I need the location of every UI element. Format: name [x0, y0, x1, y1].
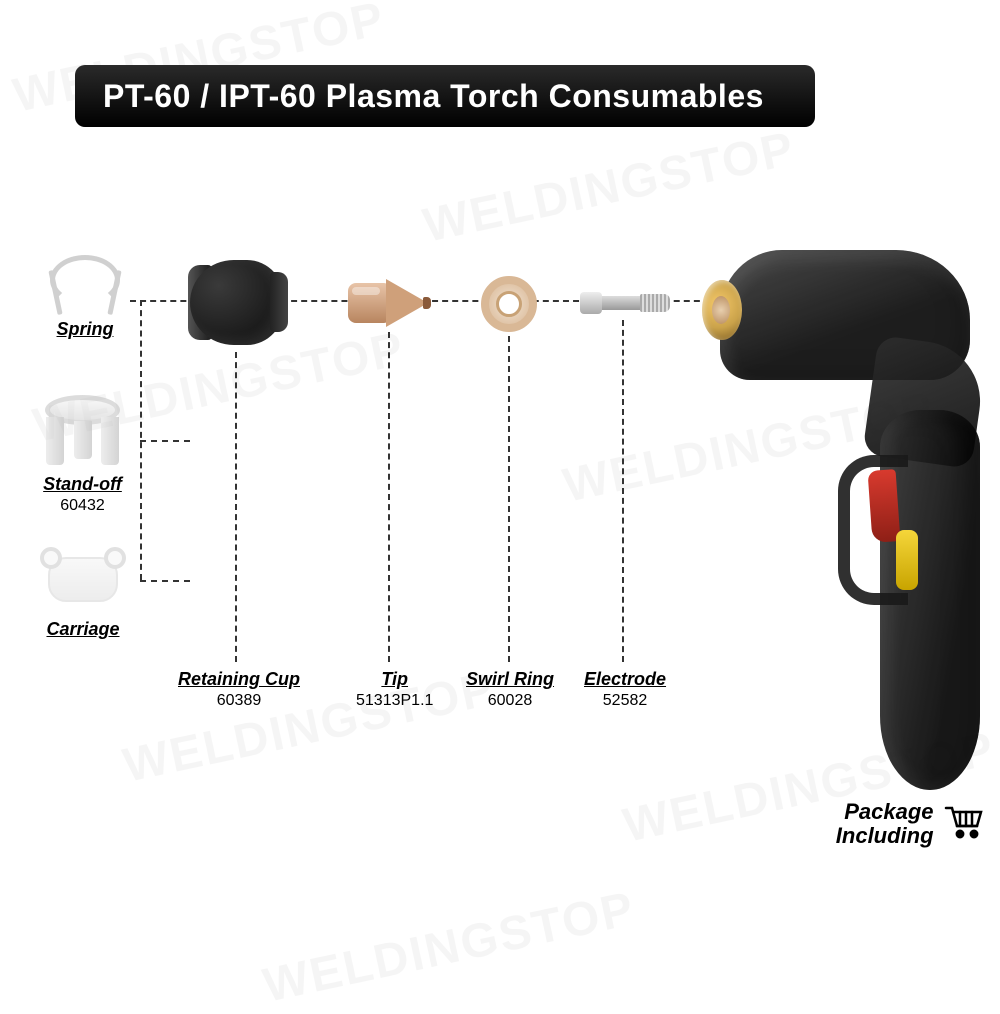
tip-code: 51313P1.1: [356, 692, 433, 710]
spring-icon: [45, 245, 125, 315]
cart-icon: [944, 804, 986, 845]
carriage-icon: [38, 545, 128, 615]
swirl-ring-icon: [480, 275, 538, 333]
package-line1: Package: [844, 799, 933, 824]
connector-line: [235, 352, 237, 662]
torch-trigger-icon: [868, 469, 901, 543]
part-electrode: [580, 288, 670, 318]
page-title: PT-60 / IPT-60 Plasma Torch Consumables: [103, 78, 764, 115]
electrode-icon: [580, 288, 670, 318]
electrode-caption: Electrode 52582: [584, 665, 666, 710]
package-line2: Including: [836, 823, 934, 848]
connector-line: [622, 320, 624, 662]
swirl-ring-caption: Swirl Ring 60028: [466, 665, 554, 710]
swirl-ring-label: Swirl Ring: [466, 669, 554, 690]
retaining-cup-label: Retaining Cup: [178, 669, 300, 690]
part-swirl-ring: [480, 275, 538, 333]
torch-illustration: [720, 230, 980, 790]
standoff-label: Stand-off: [43, 474, 122, 495]
part-tip: [348, 275, 433, 330]
watermark: WELDINGSTOP: [258, 881, 640, 1013]
connector-line: [508, 336, 510, 662]
connector-line: [388, 332, 390, 662]
electrode-label: Electrode: [584, 669, 666, 690]
part-spring: Spring: [45, 245, 125, 340]
tip-icon: [348, 275, 433, 330]
part-standoff: Stand-off 60432: [40, 395, 125, 515]
standoff-icon: [40, 395, 125, 470]
watermark: WELDINGSTOP: [118, 661, 500, 793]
retaining-cup-icon: [188, 255, 288, 350]
retaining-cup-caption: Retaining Cup 60389: [178, 665, 300, 710]
retaining-cup-code: 60389: [217, 692, 262, 710]
part-retaining-cup: [188, 255, 288, 350]
electrode-code: 52582: [603, 692, 648, 710]
package-text: Package Including: [836, 800, 934, 848]
connector-line: [140, 440, 190, 442]
tip-label: Tip: [381, 669, 408, 690]
package-including: Package Including: [836, 800, 986, 848]
part-carriage: Carriage: [38, 545, 128, 640]
spring-label: Spring: [57, 319, 114, 340]
connector-line: [140, 580, 190, 582]
title-bar: PT-60 / IPT-60 Plasma Torch Consumables: [75, 65, 815, 127]
swirl-ring-code: 60028: [488, 692, 533, 710]
torch-switch-icon: [896, 530, 918, 590]
carriage-label: Carriage: [46, 619, 119, 640]
standoff-code: 60432: [60, 497, 105, 515]
tip-caption: Tip 51313P1.1: [356, 665, 433, 710]
